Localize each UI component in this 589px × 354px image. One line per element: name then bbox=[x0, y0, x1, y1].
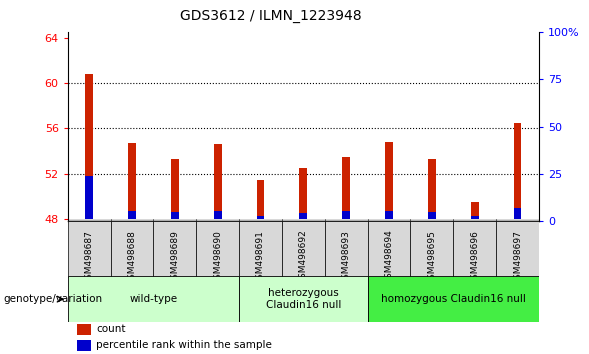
Bar bbox=[257, 181, 264, 219]
Bar bbox=[85, 176, 93, 219]
Bar bbox=[385, 142, 393, 219]
Bar bbox=[282, 219, 325, 221]
Text: GSM498695: GSM498695 bbox=[428, 230, 436, 285]
Bar bbox=[77, 324, 91, 335]
Bar bbox=[239, 221, 282, 278]
Bar bbox=[85, 74, 93, 219]
Bar bbox=[299, 168, 307, 219]
Bar bbox=[325, 221, 368, 278]
Bar bbox=[428, 159, 436, 219]
Bar bbox=[454, 219, 496, 221]
Text: GSM498696: GSM498696 bbox=[470, 230, 479, 285]
Bar bbox=[342, 156, 350, 219]
Bar bbox=[171, 212, 178, 219]
Bar bbox=[196, 219, 239, 221]
Bar bbox=[496, 219, 539, 221]
Bar bbox=[471, 202, 478, 219]
Bar bbox=[514, 122, 521, 219]
Bar bbox=[454, 221, 496, 278]
Bar bbox=[171, 159, 178, 219]
Text: GSM498697: GSM498697 bbox=[513, 230, 522, 285]
Text: GSM498689: GSM498689 bbox=[170, 230, 179, 285]
Bar bbox=[68, 219, 111, 221]
Bar bbox=[282, 221, 325, 278]
Bar bbox=[68, 221, 111, 278]
Text: GSM498688: GSM498688 bbox=[127, 230, 137, 285]
Bar bbox=[385, 211, 393, 219]
Text: heterozygous
Claudin16 null: heterozygous Claudin16 null bbox=[266, 288, 341, 310]
Bar bbox=[111, 221, 153, 278]
Bar bbox=[411, 221, 454, 278]
Bar bbox=[368, 276, 539, 322]
Bar bbox=[214, 211, 221, 219]
Bar bbox=[428, 212, 436, 219]
Bar bbox=[153, 221, 196, 278]
Bar bbox=[299, 213, 307, 219]
Bar bbox=[368, 221, 411, 278]
Bar bbox=[128, 143, 136, 219]
Text: percentile rank within the sample: percentile rank within the sample bbox=[96, 341, 272, 350]
Text: genotype/variation: genotype/variation bbox=[3, 294, 102, 304]
Bar bbox=[214, 144, 221, 219]
Text: GSM498694: GSM498694 bbox=[385, 230, 393, 285]
Text: GSM498691: GSM498691 bbox=[256, 230, 265, 285]
Bar bbox=[153, 219, 196, 221]
Bar bbox=[196, 221, 239, 278]
Bar bbox=[342, 211, 350, 219]
Bar bbox=[411, 219, 454, 221]
Bar bbox=[239, 276, 368, 322]
Bar bbox=[68, 276, 239, 322]
Bar bbox=[77, 340, 91, 351]
Bar bbox=[471, 216, 478, 219]
Text: GSM498693: GSM498693 bbox=[342, 230, 350, 285]
Text: wild-type: wild-type bbox=[130, 294, 177, 304]
Bar bbox=[239, 219, 282, 221]
Text: count: count bbox=[96, 325, 125, 335]
Bar bbox=[128, 211, 136, 219]
Bar bbox=[368, 219, 411, 221]
Bar bbox=[496, 221, 539, 278]
Bar bbox=[111, 219, 153, 221]
Bar bbox=[514, 208, 521, 219]
Text: homozygous Claudin16 null: homozygous Claudin16 null bbox=[381, 294, 526, 304]
Text: GDS3612 / ILMN_1223948: GDS3612 / ILMN_1223948 bbox=[180, 9, 362, 23]
Bar bbox=[257, 216, 264, 219]
Text: GSM498692: GSM498692 bbox=[299, 230, 308, 285]
Text: GSM498687: GSM498687 bbox=[85, 230, 94, 285]
Bar bbox=[325, 219, 368, 221]
Text: GSM498690: GSM498690 bbox=[213, 230, 222, 285]
